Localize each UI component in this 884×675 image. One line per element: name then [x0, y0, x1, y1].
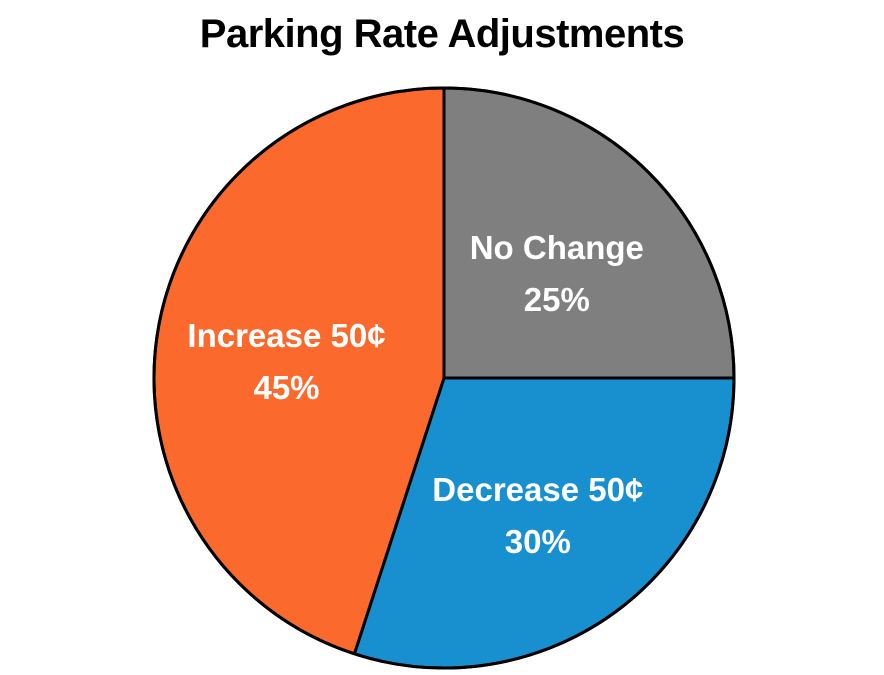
slice-name: No Change — [470, 229, 644, 266]
slice-label-increase-50: Increase 50¢ 45% — [187, 317, 385, 406]
chart-title: Parking Rate Adjustments — [199, 12, 685, 56]
slice-label-no-change: No Change 25% — [470, 229, 644, 318]
slice-name: Decrease 50¢ — [432, 471, 643, 508]
slice-name: Increase 50¢ — [187, 317, 385, 354]
slice-value: 45% — [253, 369, 319, 406]
slice-value: 30% — [505, 523, 571, 560]
slice-value: 25% — [524, 281, 590, 318]
slice-label-decrease-50: Decrease 50¢ 30% — [432, 471, 643, 560]
pie-outline — [152, 86, 736, 670]
